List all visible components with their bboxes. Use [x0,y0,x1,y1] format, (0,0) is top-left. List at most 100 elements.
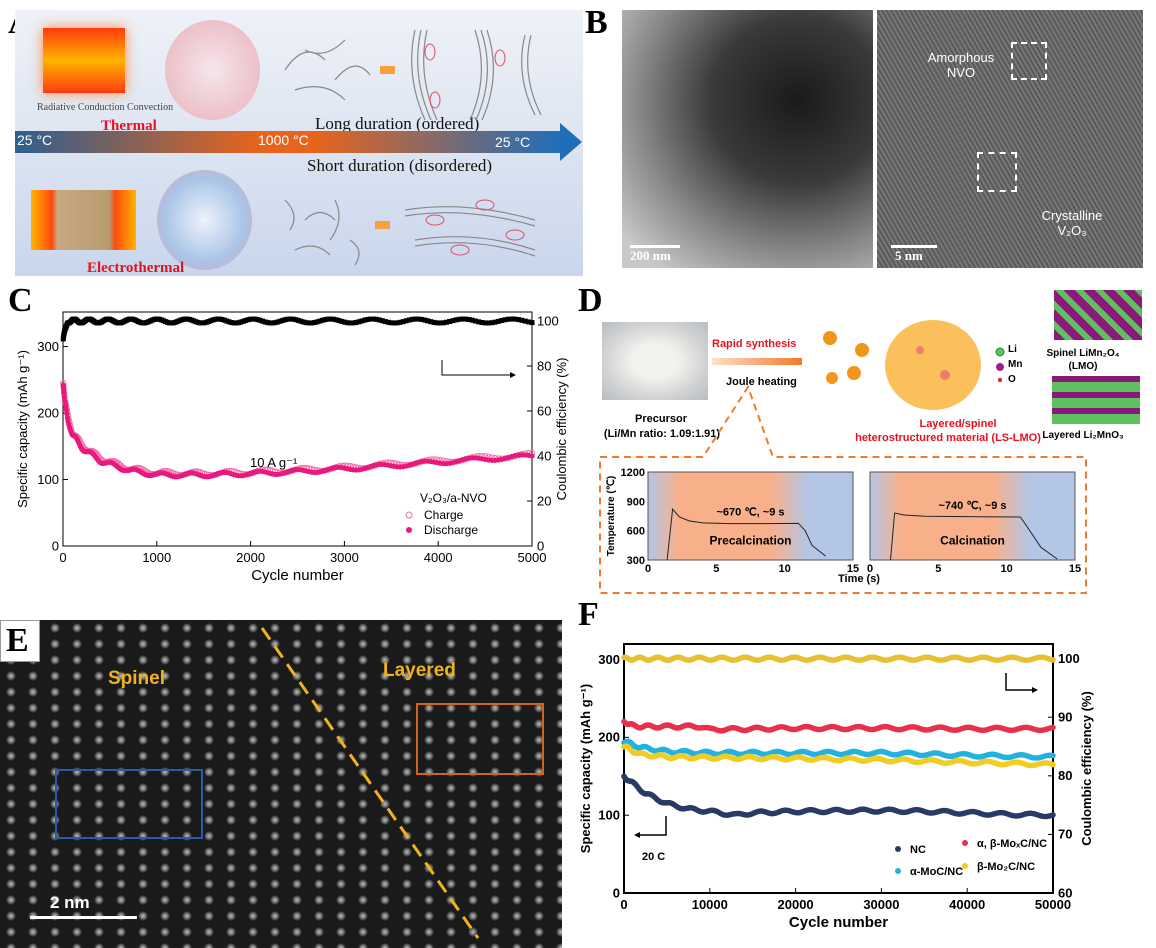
long-duration-label: Long duration (ordered) [315,114,480,133]
stage-label: Precalcination [709,533,791,547]
scale-bar [630,245,680,248]
scale-label: 200 nm [630,248,671,263]
thermal-zoom-circle [165,20,260,120]
short-duration-label: Short duration (disordered) [307,156,493,175]
data-point [522,318,528,324]
stage-label: Calcination [940,533,1005,547]
data-point [322,317,328,323]
data-point [425,318,431,324]
legend-label: α, β-MoₓC/NC [977,838,1047,850]
chart-c-cycling: 0 1000 2000 3000 4000 50000100200300020406080… [15,311,569,584]
temperature-arrow [15,131,560,153]
data-point [485,320,491,326]
y-tick-label: 200 [598,730,620,745]
y-tick-label: 300 [627,555,645,567]
data-point [373,316,379,322]
data-point [440,320,446,326]
right-axis-arrow [441,360,515,376]
legend-marker [895,846,901,852]
right-axis-arrow [1005,673,1035,691]
x-tick-label: 50000 [1035,897,1071,912]
y2-tick-label: 100 [1058,651,1080,666]
data-point [385,319,391,325]
layered-region-box [416,703,544,775]
joule-heating-label: Joule heating [726,376,797,388]
data-point [492,319,498,325]
legend-marker [962,863,968,869]
temperature-line [666,507,826,561]
x-tick-label: 1000 [142,550,171,565]
data-point [472,318,478,324]
y2-axis-label: Coulombic efficiency (%) [1079,691,1094,846]
arrow-head-icon [634,832,640,838]
ordered-fibers-graphic [284,29,542,120]
y-tick-label: 200 [37,405,59,420]
legend-label: NC [910,844,926,856]
data-point [431,319,437,325]
data-point [359,318,365,324]
x-tick-label: 2000 [236,550,265,565]
data-point [290,316,296,322]
chart-d-precalcination: 0 5 10 15 300 600 900 1200 Temperature (℃) ~670 ℃… [606,467,859,575]
arrow-head-icon [560,123,582,161]
data-point [409,316,415,322]
disordered-fibers-graphic [284,199,536,266]
precursor-photo [602,322,708,400]
y2-tick-label: 20 [537,493,551,508]
data-point [277,318,283,324]
data-point [301,319,307,325]
data-point [512,316,518,322]
y2-axis-label: Coulombic efficiency (%) [554,358,569,501]
x-tick-label: 10000 [692,897,728,912]
amorphous-region-box [1011,42,1047,80]
electrothermal-label: Electrothermal [87,260,185,276]
data-point [288,316,294,322]
scale-bar [891,245,937,248]
legend-li: Li [1008,344,1017,355]
legend-marker-discharge [406,527,412,533]
chart-f-cycling: 0 10000 20000 30000 40000 50000 0 100 200 300 60 70… [580,643,1094,931]
data-point [265,320,271,326]
data-point [342,319,348,325]
data-point [295,317,301,323]
panel-label-c: C [8,282,33,319]
annotation-peak: ~670 ℃, ~9 s [716,507,784,519]
data-point [459,316,465,322]
spinel-label: Spinel [108,668,166,689]
data-point [489,320,495,326]
data-point [419,316,425,322]
annotation-rate: 20 C [642,851,665,863]
y2-tick-label: 0 [537,538,544,553]
tem-image-low-mag: 200 nm [622,10,873,268]
left-axis-arrow [636,816,667,836]
legend-title: V₂O₃/a-NVO [420,491,487,505]
legend-mn: Mn [1008,359,1023,370]
data-point [529,320,535,326]
data-point [368,316,374,322]
data-point [388,320,394,326]
x-axis-label: Cycle number [789,914,888,931]
data-point [406,317,412,323]
y-axis-label: Specific capacity (mAh g⁻¹) [15,350,30,508]
data-point [353,319,359,325]
data-point [282,317,288,323]
y2-tick-label: 40 [537,448,551,463]
data-point [529,453,535,459]
layered-label: Layered [383,660,456,681]
panel-label-b: B [585,4,608,41]
legend-o: O [1008,374,1016,385]
spinel-structure-image [1054,290,1142,340]
data-point [306,320,312,326]
legend-marker [962,840,968,846]
crystalline-region-box [977,152,1017,192]
ratio-label: (Li/Mn ratio: 1.09:1.91) [603,428,721,440]
data-point [356,319,362,325]
data-point [328,316,334,322]
data-point [311,320,317,326]
data-point [394,320,400,326]
x-tick-label: 0 [620,897,627,912]
data-point [64,411,70,417]
precursor-label: Precursor [635,413,687,425]
hrtem-image: Amorphous NVO Crystalline V₂O₃ 5 nm [877,10,1143,268]
data-point [479,319,485,325]
